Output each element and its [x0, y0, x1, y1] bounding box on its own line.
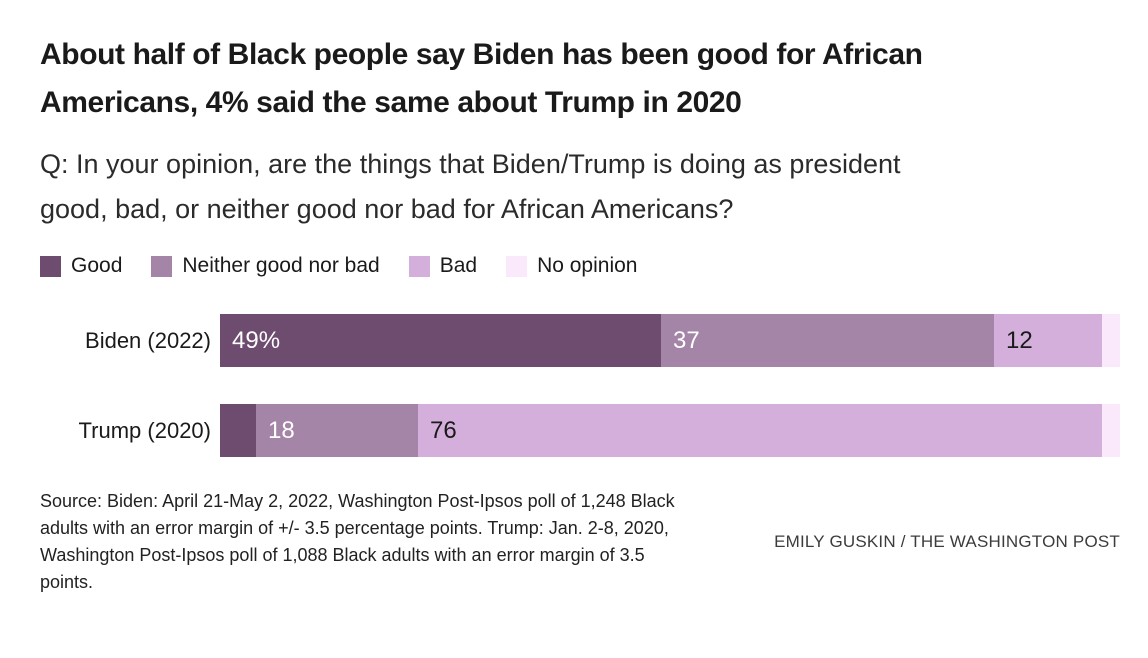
chart-title: About half of Black people say Biden has… — [40, 38, 923, 119]
bar-value-label: 12 — [1006, 326, 1033, 354]
bar-segment-no-opinion — [1102, 404, 1120, 457]
row-label: Trump (2020) — [78, 417, 211, 443]
legend-swatch-neither-good-nor-bad-icon — [151, 255, 173, 277]
legend-item-good: Good — [40, 254, 122, 278]
bar-row-biden-2022: Biden (2022) 49% 37 12 — [40, 314, 1120, 367]
chart-footer: Source: Biden: April 21-May 2, 2022, Was… — [40, 488, 1120, 596]
bar-segment-bad: 76 — [418, 404, 1102, 457]
stacked-bar-chart: Biden (2022) 49% 37 12 Trump (2020) 18 76 — [40, 314, 1120, 457]
source-note: Source: Biden: April 21-May 2, 2022, Was… — [40, 491, 675, 592]
legend-swatch-bad-icon — [408, 255, 430, 277]
legend: Good Neither good nor bad Bad No opinion — [40, 254, 1120, 278]
legend-swatch-no-opinion-icon — [506, 255, 528, 277]
legend-item-no-opinion: No opinion — [506, 254, 637, 278]
legend-label: Good — [71, 254, 123, 277]
byline-credit: EMILY GUSKIN / THE WASHINGTON POST — [774, 532, 1120, 551]
bar-value-label: 49% — [232, 326, 281, 354]
bar-value-label: 37 — [673, 326, 700, 354]
legend-swatch-good-icon — [40, 255, 61, 277]
bar-segment-neither-good-nor-bad: 18 — [256, 404, 418, 457]
bar-segment-neither-good-nor-bad: 37 — [661, 314, 994, 367]
bar-segment-good — [220, 404, 256, 457]
legend-label: Neither good nor bad — [182, 254, 380, 277]
bar-segment-bad: 12 — [994, 314, 1102, 367]
bar-value-label: 18 — [268, 416, 295, 444]
bar-segment-no-opinion — [1102, 314, 1120, 367]
bar-segment-good: 49% — [220, 314, 661, 367]
chart-question-subtitle: Q: In your opinion, are the things that … — [40, 149, 901, 224]
bar-track: 18 76 — [220, 404, 1120, 457]
legend-item-bad: Bad — [408, 254, 478, 278]
bar-value-label: 76 — [430, 416, 457, 444]
bar-row-trump-2020: Trump (2020) 18 76 — [40, 404, 1120, 457]
bar-track: 49% 37 12 — [220, 314, 1120, 367]
row-label: Biden (2022) — [85, 327, 211, 353]
legend-label: Bad — [439, 254, 478, 277]
legend-item-neither-good-nor-bad: Neither good nor bad — [151, 254, 380, 278]
legend-label: No opinion — [537, 254, 638, 277]
